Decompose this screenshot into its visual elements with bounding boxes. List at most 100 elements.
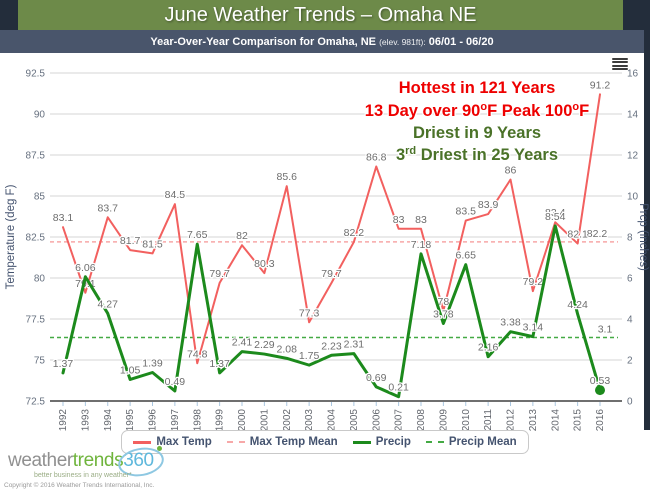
- legend-label: Max Temp Mean: [249, 436, 338, 448]
- precip-data-label: 1.39: [142, 358, 163, 370]
- weathertrends360-logo: weathertrends360: [8, 444, 167, 480]
- max-temp-data-label: 81.5: [142, 238, 163, 250]
- logo-dot-icon: [156, 446, 162, 451]
- annotation-line: Driest in 9 Years: [413, 124, 541, 142]
- max-temp-mean-label: 82.2: [587, 228, 608, 240]
- precip-data-label: 2.29: [254, 339, 275, 351]
- precip-tick-label: 0: [627, 397, 633, 408]
- precip-last-point-marker: [595, 385, 605, 396]
- precip-data-label: 7.65: [187, 229, 208, 241]
- subtitle-main: Year-Over-Year Comparison for Omaha, NE: [150, 35, 380, 48]
- precip-data-label: 1.05: [120, 364, 141, 376]
- precip-data-label: 2.31: [344, 339, 365, 351]
- max-temp-data-label: 79.2: [523, 276, 544, 288]
- precip-data-label: 1.75: [299, 350, 320, 362]
- logo-tagline: better business in any weather*: [34, 472, 132, 479]
- max-temp-data-label: 74.8: [187, 348, 208, 360]
- x-axis-year-label: 2010: [461, 409, 472, 432]
- annotation-line: Hottest in 121 Years: [399, 79, 556, 97]
- page-title: June Weather Trends – Omaha NE: [18, 0, 623, 30]
- precip-tick-label: 16: [627, 69, 639, 80]
- x-axis-year-label: 2014: [550, 409, 561, 432]
- max-temp-data-label: 78: [438, 296, 450, 308]
- temperature-tick-label: 72.5: [26, 397, 46, 408]
- header-left-cap: [0, 0, 18, 30]
- legend-line-sample: [425, 441, 444, 443]
- legend: Max Temp Max Temp Mean Precip Precip Mean: [121, 430, 529, 454]
- x-axis-year-label: 2002: [282, 409, 293, 432]
- precip-data-label: 6.65: [456, 250, 477, 262]
- max-temp-line: [62, 93, 601, 365]
- temperature-tick-label: 75: [34, 356, 46, 367]
- legend-line-sample: [133, 440, 152, 444]
- logo-text-360: 360: [116, 444, 167, 480]
- x-axis-year-label: 1997: [170, 409, 181, 432]
- x-axis-year-label: 1993: [80, 409, 91, 432]
- precip-data-label: 6.06: [75, 262, 96, 274]
- max-temp-data-label: 84.5: [165, 189, 186, 201]
- precip-data-label: 8.54: [545, 211, 566, 223]
- precip-data-label: 7.18: [411, 239, 432, 251]
- legend-item-max-temp-mean[interactable]: Max Temp Mean: [226, 436, 338, 448]
- precip-data-label: 1.37: [209, 358, 230, 370]
- x-axis-year-label: 2009: [438, 409, 449, 432]
- precip-mean-label: 3.1: [598, 323, 613, 335]
- logo-text-weather: weather: [8, 450, 73, 471]
- page-title-text: June Weather Trends – Omaha NE: [164, 3, 477, 26]
- x-axis-year-label: 2004: [327, 409, 338, 432]
- legend-label: Precip: [375, 436, 411, 448]
- max-temp-data-label: 91.2: [590, 79, 611, 91]
- max-temp-data-label: 81.7: [120, 235, 141, 247]
- precip-data-label: 3.14: [523, 322, 544, 334]
- max-temp-data-label: 86: [505, 165, 517, 177]
- temperature-axis-title: Temperature (deg F): [5, 184, 17, 289]
- page-right-border: [644, 0, 650, 430]
- x-axis-year-label: 2007: [394, 409, 405, 432]
- x-axis-year-label: 2015: [573, 409, 584, 432]
- x-axis-year-label: 1999: [215, 409, 226, 432]
- precip-tick-label: 14: [627, 110, 639, 121]
- x-axis-year-label: 2012: [506, 409, 517, 432]
- x-axis-year-label: 2011: [483, 409, 494, 431]
- copyright-text: Copyright © 2016 Weather Trends Internat…: [4, 482, 155, 489]
- hamburger-icon: [612, 61, 628, 64]
- precip-data-label: 4.27: [98, 298, 119, 310]
- legend-item-max-temp[interactable]: Max Temp: [133, 436, 212, 448]
- legend-label: Max Temp: [156, 436, 212, 448]
- annotation-line: 3rd Driest in 25 Years: [396, 145, 558, 164]
- x-axis-year-label: 1998: [192, 409, 203, 432]
- chart-export-menu-button[interactable]: [612, 58, 628, 70]
- subtitle-date-range: 06/01 - 06/20: [425, 35, 494, 48]
- precip-tick-label: 6: [627, 274, 633, 285]
- x-axis-year-label: 2008: [416, 409, 427, 432]
- max-temp-data-label: 79.7: [209, 268, 230, 280]
- legend-label: Precip Mean: [448, 436, 517, 448]
- max-temp-data-label: 83.5: [456, 206, 477, 218]
- precip-data-label: 2.16: [478, 342, 499, 354]
- x-axis-year-label: 1994: [103, 409, 114, 432]
- x-axis-year-label: 2001: [259, 409, 270, 432]
- logo-text-trends: trends: [72, 450, 124, 471]
- x-axis-year-label: 2000: [237, 409, 248, 432]
- annotation-line: 13 Day over 90oF Peak 100oF: [365, 101, 589, 120]
- max-temp-data-label: 83.4: [545, 207, 566, 219]
- max-temp-data-label: 83: [393, 214, 405, 226]
- max-temp-data-label: 83.7: [98, 202, 119, 214]
- max-temp-data-label: 83: [415, 214, 427, 226]
- x-axis-year-label: 2013: [528, 409, 539, 432]
- chart-subtitle: Year-Over-Year Comparison for Omaha, NE …: [0, 30, 644, 53]
- precip-data-label: 2.41: [232, 337, 253, 349]
- temperature-tick-label: 82.5: [26, 233, 46, 244]
- subtitle-elevation: (elev. 981ft):: [379, 36, 426, 47]
- legend-item-precip-mean[interactable]: Precip Mean: [425, 436, 517, 448]
- precip-axis-title: Prcp (inches): [637, 203, 649, 271]
- x-axis-year-label: 1992: [58, 409, 69, 432]
- x-axis-year-label: 1995: [125, 409, 136, 432]
- temperature-tick-label: 92.5: [26, 69, 46, 80]
- precip-data-label: 0.69: [366, 372, 387, 384]
- precip-tick-label: 12: [627, 151, 639, 162]
- x-axis-year-label: 2006: [371, 409, 382, 432]
- x-axis-year-label: 1996: [148, 409, 159, 432]
- legend-item-precip[interactable]: Precip: [352, 436, 411, 448]
